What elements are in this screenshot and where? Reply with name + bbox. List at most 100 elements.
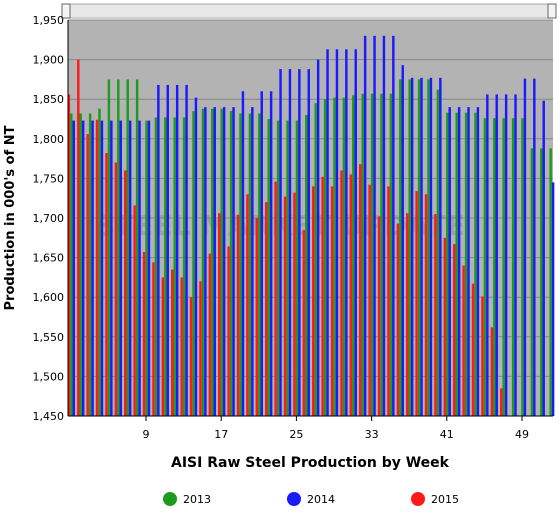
bar	[204, 107, 207, 417]
legend-marker	[163, 492, 177, 506]
bar	[345, 49, 348, 416]
bar	[342, 97, 346, 416]
bar	[126, 79, 129, 417]
x-tick-label: 25	[289, 428, 303, 441]
bar	[185, 84, 188, 416]
bar	[302, 229, 306, 416]
y-tick-label: 1,850	[33, 93, 65, 106]
scroll-handle[interactable]	[547, 3, 557, 19]
bar	[173, 117, 176, 416]
bar	[455, 112, 458, 416]
bar	[420, 77, 423, 416]
bar	[133, 205, 136, 416]
bar	[201, 108, 205, 416]
bar	[389, 93, 393, 416]
y-tick-label: 1,800	[33, 133, 65, 146]
bar	[182, 117, 186, 416]
bar	[72, 120, 75, 417]
bar	[500, 388, 503, 416]
bar	[88, 113, 92, 417]
bar	[199, 281, 202, 416]
x-tick-label: 9	[143, 428, 150, 441]
y-tick-label: 1,650	[33, 252, 65, 265]
bar	[314, 103, 317, 416]
scrollbar[interactable]	[67, 3, 555, 19]
bar	[359, 164, 362, 416]
bar	[417, 79, 421, 417]
bar	[493, 118, 496, 416]
bar	[335, 49, 339, 416]
bar	[330, 186, 334, 416]
bar	[370, 93, 374, 416]
bar	[408, 79, 411, 417]
bar	[549, 148, 552, 416]
bar	[91, 120, 94, 417]
bar	[189, 297, 193, 416]
bar	[436, 89, 440, 417]
bar	[180, 277, 183, 416]
bar	[255, 218, 259, 416]
bar	[361, 93, 364, 416]
bar	[415, 191, 418, 416]
bar	[410, 77, 414, 416]
bar	[457, 107, 461, 417]
y-tick-label: 1,700	[33, 212, 65, 225]
bar	[439, 77, 442, 416]
y-tick-label: 1,950	[33, 14, 65, 27]
bar	[502, 118, 505, 416]
bar	[81, 120, 85, 417]
bar	[424, 194, 428, 416]
bar	[446, 112, 449, 416]
bar	[464, 112, 468, 416]
bar	[316, 59, 320, 416]
bar	[363, 35, 367, 417]
bar	[533, 78, 536, 416]
bar	[551, 182, 555, 416]
bar	[486, 94, 489, 416]
bar	[232, 107, 235, 417]
x-tick-label: 41	[440, 428, 454, 441]
bar	[540, 148, 543, 416]
x-tick-label: 49	[515, 428, 529, 441]
bar	[321, 176, 324, 416]
bar	[276, 120, 280, 417]
bar	[269, 91, 273, 416]
bar	[227, 246, 230, 416]
legend-label: 2015	[431, 493, 459, 506]
bar	[283, 196, 287, 416]
bar	[288, 69, 292, 416]
bar	[295, 120, 299, 417]
bar	[312, 186, 315, 416]
bar	[434, 214, 437, 416]
bar	[152, 262, 155, 416]
bar	[145, 120, 148, 417]
bar	[220, 108, 223, 416]
bar	[260, 91, 263, 416]
bar	[161, 277, 165, 416]
bar	[514, 94, 517, 416]
bar	[107, 79, 111, 417]
bar	[86, 134, 89, 416]
legend-label: 2014	[307, 493, 335, 506]
scroll-handle[interactable]	[61, 3, 71, 19]
bar	[504, 94, 508, 416]
bar	[208, 253, 212, 416]
bar	[267, 119, 270, 416]
bar	[98, 108, 101, 416]
bar	[307, 69, 310, 416]
bar	[368, 184, 371, 416]
bar	[481, 296, 484, 416]
bar	[401, 65, 404, 417]
bar	[236, 214, 240, 416]
bar	[443, 237, 447, 416]
bar	[323, 99, 327, 416]
bar	[380, 93, 383, 416]
x-axis-title: AISI Raw Steel Production by Week	[171, 455, 450, 471]
legend-label: 2013	[183, 493, 211, 506]
bar	[279, 69, 282, 416]
bar	[382, 35, 386, 417]
bar	[124, 170, 127, 416]
bar	[326, 49, 329, 416]
y-tick-label: 1,500	[33, 370, 65, 383]
